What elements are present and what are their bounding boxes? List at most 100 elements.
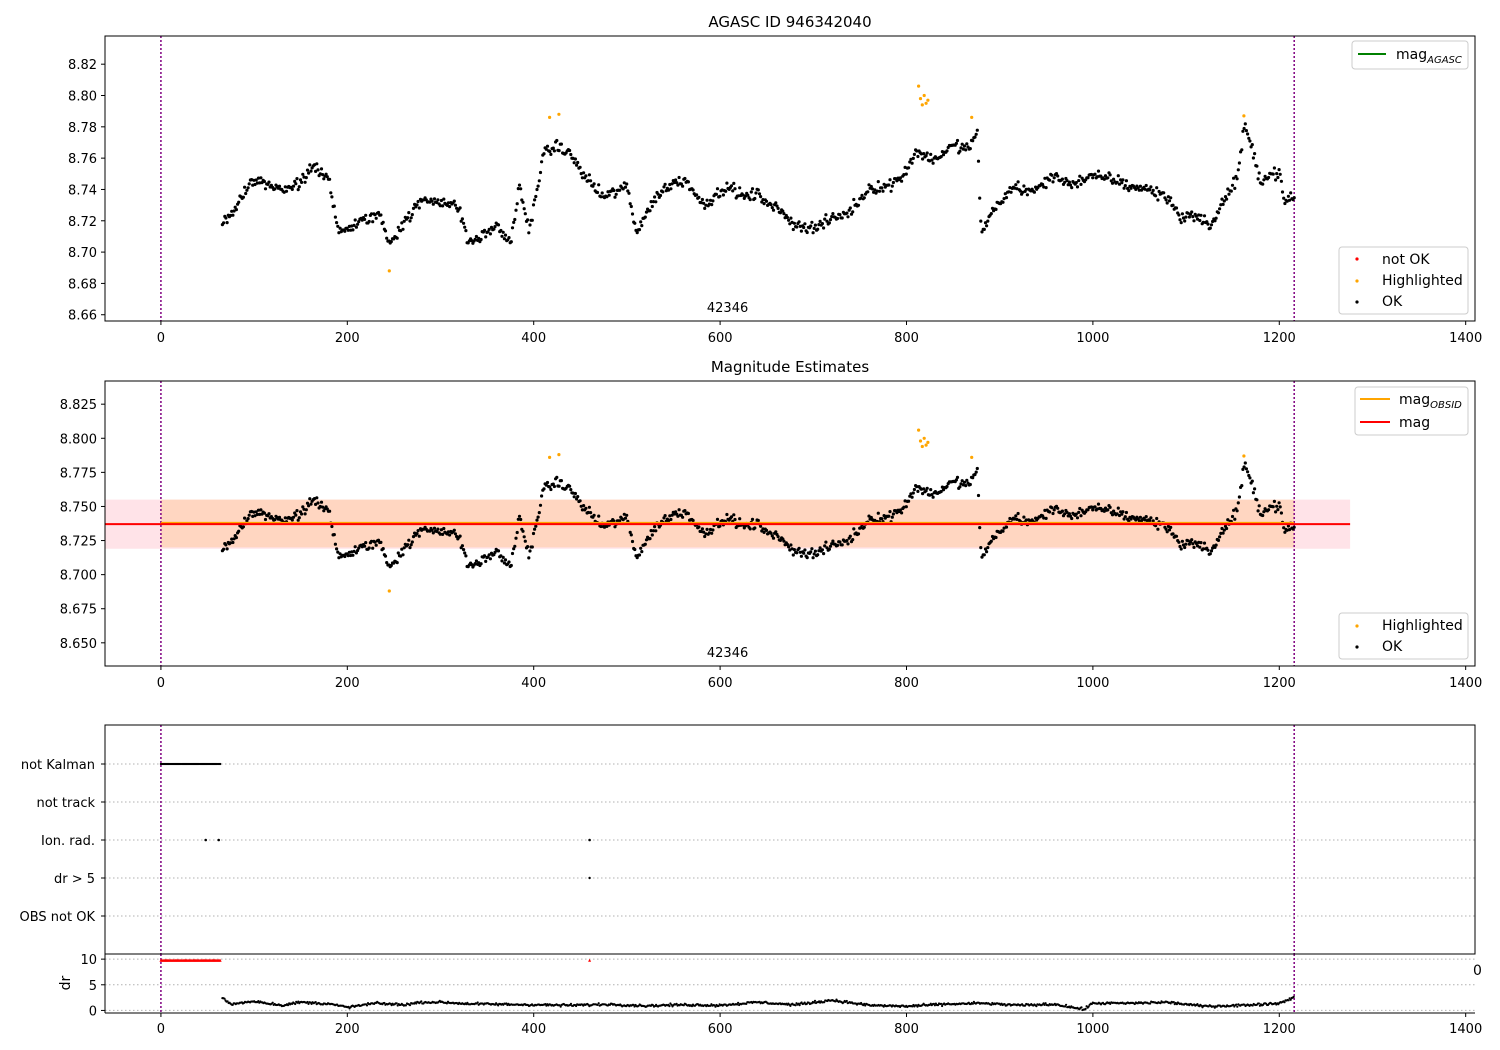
dr-point <box>1236 1005 1239 1008</box>
ok-point <box>1278 172 1282 176</box>
ok-point <box>898 508 903 512</box>
ok-point <box>818 219 822 223</box>
ok-point <box>343 229 347 233</box>
ok-point <box>413 202 417 206</box>
ok-point <box>1167 528 1172 532</box>
ok-point <box>674 178 678 182</box>
ok-point <box>243 516 247 520</box>
ok-point <box>1048 178 1052 182</box>
ok-point <box>244 191 248 196</box>
dr-point <box>936 1004 940 1007</box>
ok-point <box>515 202 519 206</box>
dr-point <box>863 1002 866 1006</box>
ok-point <box>1246 132 1250 136</box>
ok-point <box>1144 183 1148 188</box>
dr-point <box>404 1004 407 1007</box>
ok-point <box>328 177 332 181</box>
dr-point <box>575 1004 578 1008</box>
panel2-line-legend: magOBSID mag <box>1354 386 1469 436</box>
ok-point <box>448 205 452 209</box>
ok-point <box>852 197 856 202</box>
dr-point <box>933 1004 937 1007</box>
clipped-dr-marker <box>218 958 222 962</box>
ok-point <box>484 235 488 239</box>
ok-point <box>396 551 400 555</box>
ok-point <box>979 219 983 223</box>
category-label: dr > 5 <box>54 872 95 887</box>
ok-point <box>1184 542 1188 546</box>
ok-point <box>654 529 658 533</box>
highlighted-point <box>918 97 923 101</box>
ok-point <box>500 559 504 563</box>
ok-point <box>328 509 332 513</box>
ok-point <box>805 556 809 560</box>
ok-point <box>410 213 414 217</box>
ok-point <box>399 229 403 233</box>
ok-point <box>1056 506 1060 510</box>
ok-point <box>435 200 439 205</box>
ok-point <box>1247 473 1251 478</box>
ok-point <box>978 196 982 200</box>
ok-point <box>383 554 388 558</box>
ok-point <box>1129 186 1133 190</box>
ok-point <box>352 223 356 227</box>
ok-point <box>534 194 538 199</box>
ok-point <box>1151 519 1155 523</box>
ok-point <box>1148 188 1152 192</box>
ok-point <box>859 526 863 530</box>
ok-point <box>300 512 304 516</box>
ok-point <box>1190 538 1194 542</box>
ok-point <box>683 176 687 181</box>
ok-point <box>533 527 537 531</box>
ok-point <box>1014 514 1018 518</box>
ok-point <box>1079 514 1083 518</box>
ok-point <box>931 495 935 499</box>
ok-point <box>791 227 795 232</box>
ok-point <box>691 518 695 523</box>
legend-mag-label: mag <box>1399 415 1430 431</box>
dr-point <box>365 1004 369 1007</box>
ok-point <box>297 516 301 520</box>
ok-point <box>573 157 578 161</box>
panel2-y-axis: 8.650 8.675 8.700 8.725 8.750 8.775 8.800 8.825 <box>60 398 105 652</box>
ok-point <box>750 187 755 191</box>
ok-point <box>788 222 792 226</box>
ok-point <box>325 175 329 179</box>
ok-point <box>749 190 753 194</box>
ok-point <box>294 182 298 186</box>
ok-point <box>548 149 552 154</box>
ok-point <box>575 497 579 501</box>
ok-point <box>658 193 663 198</box>
ok-point <box>856 203 861 207</box>
ok-point <box>964 148 968 152</box>
ok-point <box>545 480 550 485</box>
ok-point <box>297 185 301 189</box>
dr-point <box>383 1001 386 1005</box>
ok-point <box>1063 512 1067 516</box>
ok-point <box>586 179 590 183</box>
ok-point <box>415 532 419 536</box>
ok-point <box>367 546 371 550</box>
ok-point <box>994 535 998 540</box>
ok-point <box>477 561 481 565</box>
ok-point <box>1257 171 1261 175</box>
ok-point <box>1112 177 1116 181</box>
ok-point <box>787 545 791 549</box>
ok-point <box>1129 517 1133 521</box>
ok-point <box>371 220 375 224</box>
category-label: OBS not OK <box>20 910 96 925</box>
ok-point <box>1067 180 1071 184</box>
ok-point <box>663 514 667 518</box>
ok-point <box>782 539 786 543</box>
ok-point <box>473 237 477 241</box>
ok-point <box>889 189 893 193</box>
ok-point <box>1246 470 1250 474</box>
ok-point <box>962 144 967 148</box>
ok-point <box>911 491 915 495</box>
highlighted-point <box>926 98 930 102</box>
ok-point <box>787 218 791 222</box>
ok-point <box>578 499 582 503</box>
ok-point <box>979 546 983 550</box>
ok-point <box>592 182 596 186</box>
ok-point <box>464 229 468 233</box>
